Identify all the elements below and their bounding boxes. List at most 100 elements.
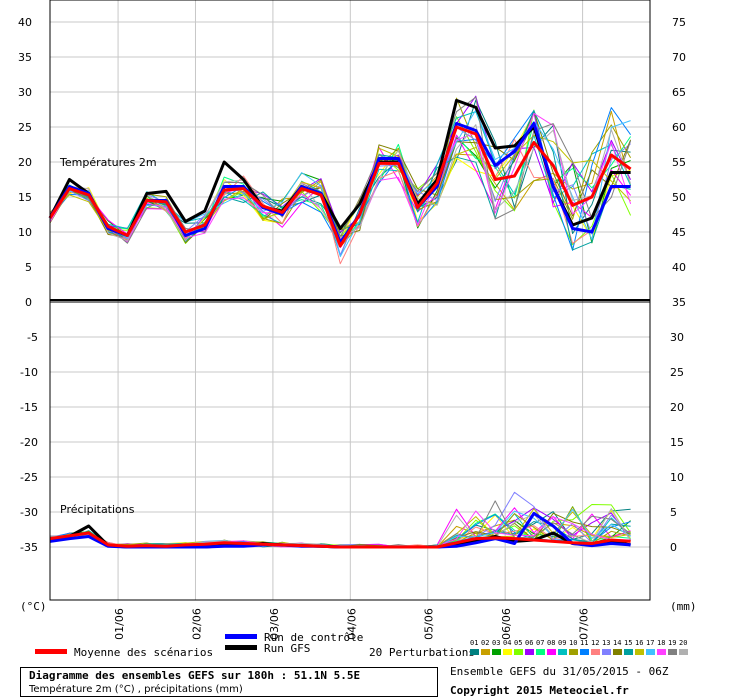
temp-right-tick-label: 55: [672, 156, 686, 169]
legend-control-label: Run de contrôle: [264, 631, 363, 644]
perturbation-swatch: [492, 649, 501, 655]
perturbation-number: 13: [602, 639, 610, 647]
perturbation-swatch: [481, 649, 490, 655]
precip-panel-frame: [49, 301, 651, 601]
precip-right-tick-label: 30: [670, 331, 684, 344]
perturbation-swatch: [514, 649, 523, 655]
left-unit-label: (°C): [20, 600, 47, 613]
legend-mean-label: Moyenne des scénarios: [74, 646, 213, 659]
temp-right-tick-label: 35: [672, 296, 686, 309]
perturbation-number: 07: [536, 639, 544, 647]
temp-y-tick-label: 25: [18, 121, 32, 134]
precip-y-tick-label: -25: [20, 471, 38, 484]
perturbation-swatch: [525, 649, 534, 655]
legend-perturbations-label: 20 Perturbations: [369, 646, 475, 659]
perturbation-number: 14: [613, 639, 621, 647]
precip-right-tick-label: 10: [670, 471, 684, 484]
perturbation-swatch: [668, 649, 677, 655]
perturbation-swatch: [569, 649, 578, 655]
footer-title-box: Diagramme des ensembles GEFS sur 180h : …: [20, 667, 438, 697]
temp-right-tick-label: 40: [672, 261, 686, 274]
temp-perturbation-line: [49, 109, 631, 258]
perturbation-number: 08: [547, 639, 555, 647]
run-info: Ensemble GEFS du 31/05/2015 - 06Z: [450, 665, 669, 678]
perturbation-swatch: [679, 649, 688, 655]
perturbation-swatch: [624, 649, 633, 655]
temp-right-tick-label: 50: [672, 191, 686, 204]
precip-right-tick-label: 15: [670, 436, 684, 449]
perturbation-number: 16: [635, 639, 643, 647]
temp-right-tick-label: 75: [672, 16, 686, 29]
precip-y-tick-label: -20: [20, 436, 38, 449]
perturbation-number: 12: [591, 639, 599, 647]
precip-right-tick-label: 0: [670, 541, 677, 554]
temp-y-tick-label: 5: [25, 261, 32, 274]
x-tick-label: 05/06: [423, 608, 436, 640]
right-unit-label: (mm): [670, 600, 697, 613]
perturbation-swatch: [635, 649, 644, 655]
temp-y-tick-label: 10: [18, 226, 32, 239]
legend-gfs-swatch: [225, 645, 257, 650]
perturbation-number: 09: [558, 639, 566, 647]
temp-right-tick-label: 65: [672, 86, 686, 99]
legend-control-swatch: [225, 634, 257, 639]
copyright: Copyright 2015 Meteociel.fr: [450, 684, 629, 697]
precip-y-tick-label: -10: [20, 366, 38, 379]
temp-y-tick-label: 35: [18, 51, 32, 64]
perturbation-number: 05: [514, 639, 522, 647]
perturbation-number: 17: [646, 639, 654, 647]
precip-y-tick-label: -5: [27, 331, 38, 344]
perturbation-number: 11: [580, 639, 588, 647]
precip-y-tick-label: -35: [20, 541, 38, 554]
perturbation-swatch: [503, 649, 512, 655]
footer-title: Diagramme des ensembles GEFS sur 180h : …: [29, 669, 361, 682]
legend-mean-swatch: [35, 649, 67, 654]
perturbation-number: 02: [481, 639, 489, 647]
temp-panel-label: Températures 2m: [59, 156, 157, 169]
x-tick-label: 03/06: [268, 608, 281, 640]
perturbation-number: 15: [624, 639, 632, 647]
perturbation-number: 04: [503, 639, 511, 647]
x-tick-label: 01/06: [113, 608, 126, 640]
perturbation-swatch: [646, 649, 655, 655]
perturbation-swatch: [591, 649, 600, 655]
temp-y-tick-label: 30: [18, 86, 32, 99]
precip-series-line: [49, 531, 631, 549]
perturbation-number: 10: [569, 639, 577, 647]
footer-subtitle: Température 2m (°C) , précipitations (mm…: [29, 684, 243, 695]
legend-gfs-label: Run GFS: [264, 642, 310, 655]
precip-right-tick-label: 5: [670, 506, 677, 519]
perturbation-number: 19: [668, 639, 676, 647]
perturbation-swatch: [613, 649, 622, 655]
precip-y-tick-label: -15: [20, 401, 38, 414]
precip-panel-label: Précipitations: [60, 503, 135, 516]
temp-right-tick-label: 45: [672, 226, 686, 239]
perturbation-swatch: [602, 649, 611, 655]
perturbation-number: 01: [470, 639, 478, 647]
perturbation-swatch: [558, 649, 567, 655]
x-tick-label: 04/06: [345, 608, 358, 640]
x-tick-label: 06/06: [500, 608, 513, 640]
perturbation-swatch: [547, 649, 556, 655]
temp-y-tick-label: 40: [18, 16, 32, 29]
precip-right-tick-label: 20: [670, 401, 684, 414]
temp-y-tick-label: 15: [18, 191, 32, 204]
precip-right-tick-label: 25: [670, 366, 684, 379]
temp-right-tick-label: 60: [672, 121, 686, 134]
perturbation-swatch: [470, 649, 479, 655]
precip-y-tick-label: -30: [20, 506, 38, 519]
perturbation-swatch: [536, 649, 545, 655]
temp-right-tick-label: 70: [672, 51, 686, 64]
temp-y-tick-label: 20: [18, 156, 32, 169]
perturbation-number: 20: [679, 639, 687, 647]
x-tick-label: 02/06: [190, 608, 203, 640]
temp-y-tick-label: 0: [25, 296, 32, 309]
x-tick-label: 07/06: [578, 608, 591, 640]
perturbation-number: 18: [657, 639, 665, 647]
perturbation-swatch: [580, 649, 589, 655]
perturbation-number: 06: [525, 639, 533, 647]
perturbation-swatch: [657, 649, 666, 655]
perturbation-number: 03: [492, 639, 500, 647]
temp-series-line: [48, 125, 632, 248]
